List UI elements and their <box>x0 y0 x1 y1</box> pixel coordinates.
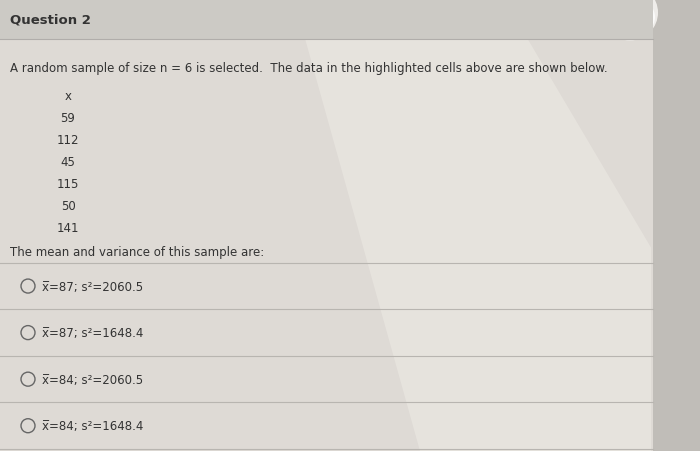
Text: 50: 50 <box>61 199 76 212</box>
Text: x̅=87; s²=2060.5: x̅=87; s²=2060.5 <box>42 280 143 293</box>
Text: Question 2: Question 2 <box>10 14 91 26</box>
Text: x: x <box>64 90 71 102</box>
Circle shape <box>602 0 658 41</box>
Text: 45: 45 <box>61 156 76 168</box>
FancyBboxPatch shape <box>0 0 653 40</box>
Text: x̅=84; s²=1648.4: x̅=84; s²=1648.4 <box>42 419 144 432</box>
Text: 112: 112 <box>57 133 79 147</box>
Text: 115: 115 <box>57 177 79 190</box>
Text: x̅=87; s²=1648.4: x̅=87; s²=1648.4 <box>42 327 144 339</box>
Circle shape <box>619 0 655 36</box>
Text: x̅=84; s²=2060.5: x̅=84; s²=2060.5 <box>42 373 143 386</box>
Text: The mean and variance of this sample are:: The mean and variance of this sample are… <box>10 245 265 258</box>
FancyBboxPatch shape <box>0 0 653 451</box>
Text: A random sample of size n = 6 is selected.  The data in the highlighted cells ab: A random sample of size n = 6 is selecte… <box>10 62 608 74</box>
Text: 59: 59 <box>61 111 76 124</box>
FancyBboxPatch shape <box>653 0 700 451</box>
Polygon shape <box>294 0 651 451</box>
Text: 141: 141 <box>57 221 79 234</box>
